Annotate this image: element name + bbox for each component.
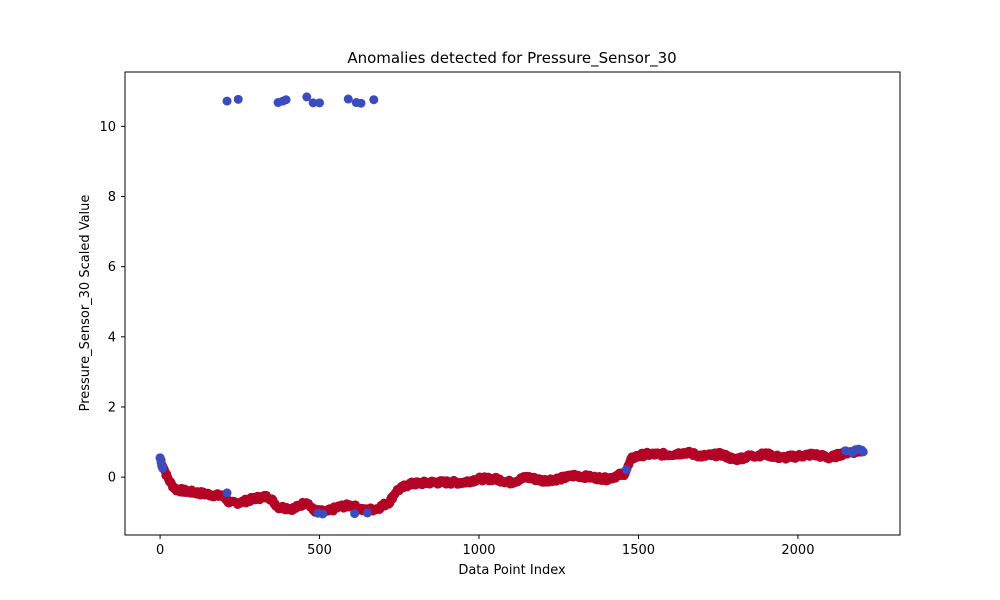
x-tick-label: 1000 — [462, 543, 495, 558]
y-tick-label: 8 — [108, 190, 116, 205]
x-tick-label: 1500 — [622, 543, 655, 558]
y-axis-label: Pressure_Sensor_30 Scaled Value — [78, 195, 93, 412]
x-tick-label: 0 — [156, 543, 164, 558]
y-tick-label: 0 — [108, 471, 116, 486]
y-tick-label: 2 — [108, 400, 116, 415]
anomaly-point — [343, 94, 353, 104]
plot-frame — [124, 71, 901, 536]
chart-title: Anomalies detected for Pressure_Sensor_3… — [347, 49, 676, 68]
anomaly-point — [350, 509, 360, 519]
anomaly-point — [362, 508, 372, 518]
anomaly-point — [281, 95, 291, 105]
anomaly-point — [858, 447, 868, 457]
anomaly-point — [233, 94, 243, 104]
anomaly-point — [318, 509, 328, 519]
anomaly-point — [222, 488, 232, 498]
x-tick-label: 500 — [307, 543, 332, 558]
y-tick-label: 10 — [99, 120, 116, 135]
y-tick-label: 4 — [108, 330, 116, 345]
x-tick-label: 2000 — [781, 543, 814, 558]
anomaly-point — [369, 95, 379, 105]
anomaly-point — [302, 92, 312, 102]
anomaly-point — [222, 96, 232, 106]
anomaly-point — [158, 463, 168, 473]
x-axis-label: Data Point Index — [458, 563, 566, 578]
y-tick-label: 6 — [108, 260, 116, 275]
anomaly-point — [315, 98, 325, 108]
anomaly-point — [621, 464, 631, 474]
anomaly-point — [308, 98, 318, 108]
anomaly-point — [356, 98, 366, 108]
